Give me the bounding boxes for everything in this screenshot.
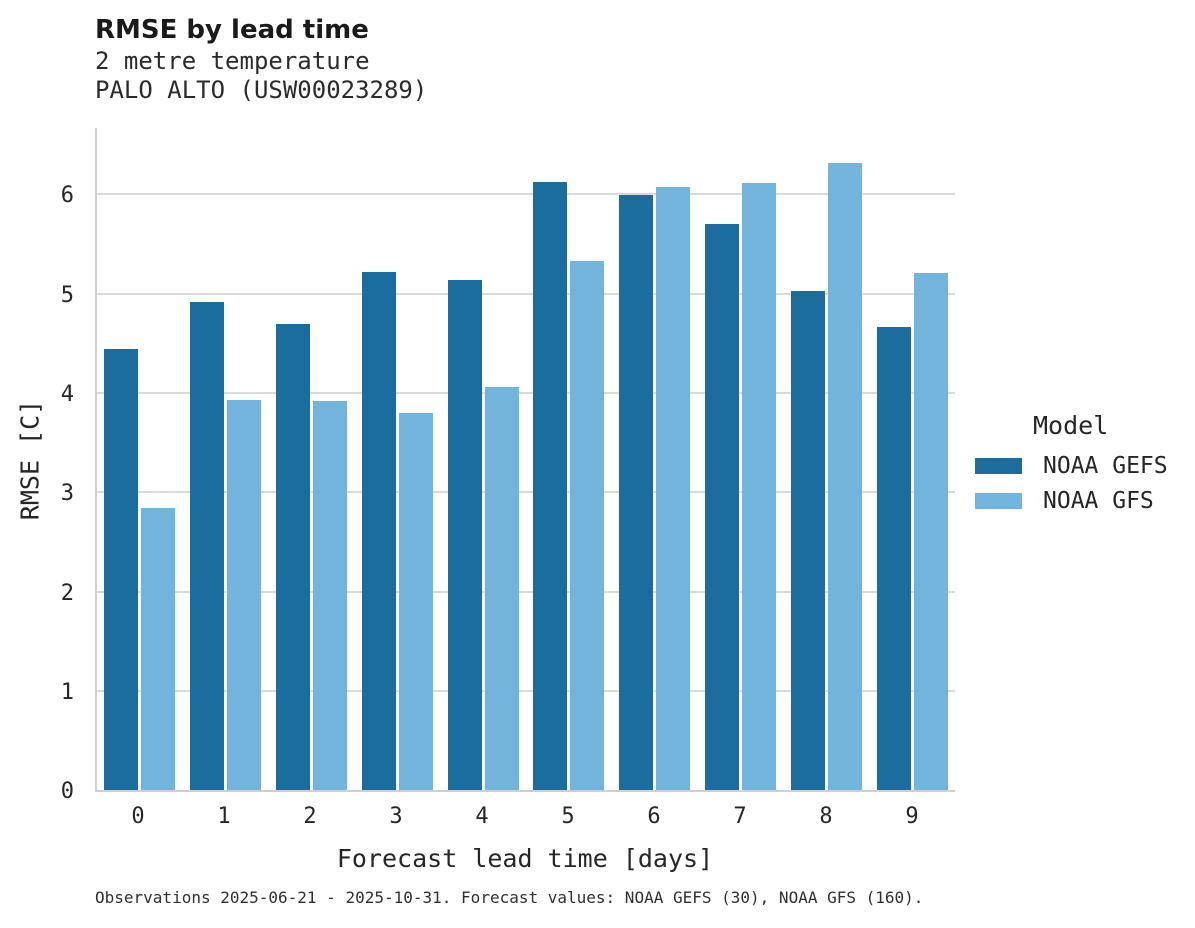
bar-noaa-gfs-lead-3	[398, 412, 433, 790]
bar-noaa-gefs-lead-6	[619, 194, 654, 790]
legend-label-noaa-gfs: NOAA GFS	[1043, 488, 1154, 514]
legend-item-noaa-gefs: NOAA GEFS	[975, 453, 1190, 479]
bar-group-lead-8	[783, 128, 869, 790]
bar-group-lead-0	[97, 128, 183, 790]
y-gridline-3	[97, 491, 955, 494]
x-axis-ticks: 0 1 2 3 4 5 6 7 8 9	[95, 803, 955, 831]
legend: Model NOAA GEFS NOAA GFS	[975, 412, 1190, 523]
chart-header: RMSE by lead time 2 metre temperature PA…	[95, 14, 427, 105]
x-tick-label-5: 5	[561, 804, 575, 829]
bar-noaa-gefs-lead-9	[876, 326, 911, 790]
bar-noaa-gefs-lead-7	[704, 224, 739, 790]
bar-noaa-gefs-lead-2	[275, 323, 310, 790]
x-tick-label-3: 3	[389, 804, 403, 829]
y-gridline-4	[97, 392, 955, 394]
bar-group-lead-9	[869, 128, 955, 790]
bar-noaa-gefs-lead-8	[790, 290, 825, 790]
bar-noaa-gfs-lead-5	[570, 261, 605, 790]
x-axis-label: Forecast lead time [days]	[336, 844, 714, 873]
bar-noaa-gfs-lead-4	[484, 387, 519, 790]
x-tick-label-8: 8	[819, 804, 833, 829]
bar-noaa-gfs-lead-6	[656, 186, 691, 790]
footnote: Observations 2025-06-21 - 2025-10-31. Fo…	[95, 888, 924, 907]
y-gridline-5	[97, 292, 955, 295]
chart-subtitle-variable: 2 metre temperature	[95, 47, 370, 75]
bar-noaa-gfs-lead-9	[913, 272, 948, 790]
legend-swatch-noaa-gefs	[975, 458, 1022, 474]
bar-noaa-gefs-lead-4	[447, 279, 482, 790]
bar-group-lead-6	[612, 128, 698, 790]
bar-noaa-gfs-lead-2	[312, 400, 347, 790]
legend-items: NOAA GEFS NOAA GFS	[975, 453, 1190, 514]
bar-groups	[97, 128, 955, 790]
bar-group-lead-1	[183, 128, 269, 790]
bar-noaa-gfs-lead-0	[141, 508, 176, 790]
x-tick-label-6: 6	[647, 804, 661, 829]
y-tick-label-1: 1	[60, 679, 74, 705]
bar-group-lead-4	[440, 128, 526, 790]
y-axis-ticks: 0 1 2 3 4 5 6	[0, 128, 84, 804]
legend-label-noaa-gefs: NOAA GEFS	[1043, 453, 1168, 479]
y-tick-label-4: 4	[60, 382, 74, 407]
legend-swatch-noaa-gfs	[975, 493, 1022, 509]
y-gridline-1	[97, 689, 955, 692]
chart-title: RMSE by lead time	[95, 15, 369, 45]
x-tick-label-9: 9	[905, 804, 919, 829]
y-gridline-6	[97, 193, 955, 196]
bar-noaa-gfs-lead-1	[227, 399, 262, 790]
bar-noaa-gfs-lead-8	[827, 162, 862, 790]
bar-group-lead-7	[698, 128, 784, 790]
y-gridline-2	[97, 590, 955, 593]
y-tick-label-0: 0	[60, 779, 74, 804]
bar-noaa-gefs-lead-3	[361, 271, 396, 790]
x-tick-label-1: 1	[217, 804, 231, 829]
bar-noaa-gefs-lead-0	[104, 349, 139, 790]
x-tick-label-0: 0	[131, 804, 145, 829]
bar-noaa-gefs-lead-1	[190, 301, 225, 790]
bar-group-lead-3	[354, 128, 440, 790]
y-tick-label-2: 2	[60, 580, 74, 606]
x-tick-label-4: 4	[475, 804, 489, 829]
x-tick-label-7: 7	[733, 804, 747, 829]
chart-subtitle-station: PALO ALTO (USW00023289)	[95, 76, 428, 104]
bar-group-lead-5	[526, 128, 612, 790]
bar-noaa-gfs-lead-7	[741, 182, 776, 790]
bar-group-lead-2	[269, 128, 355, 790]
y-tick-label-3: 3	[60, 481, 74, 507]
y-tick-label-6: 6	[60, 183, 74, 209]
y-tick-label-5: 5	[60, 282, 74, 308]
legend-item-noaa-gfs: NOAA GFS	[975, 488, 1190, 514]
bar-noaa-gefs-lead-5	[533, 181, 568, 790]
x-tick-label-2: 2	[303, 804, 317, 829]
legend-title: Model	[1033, 411, 1109, 440]
plot-area	[95, 128, 955, 792]
